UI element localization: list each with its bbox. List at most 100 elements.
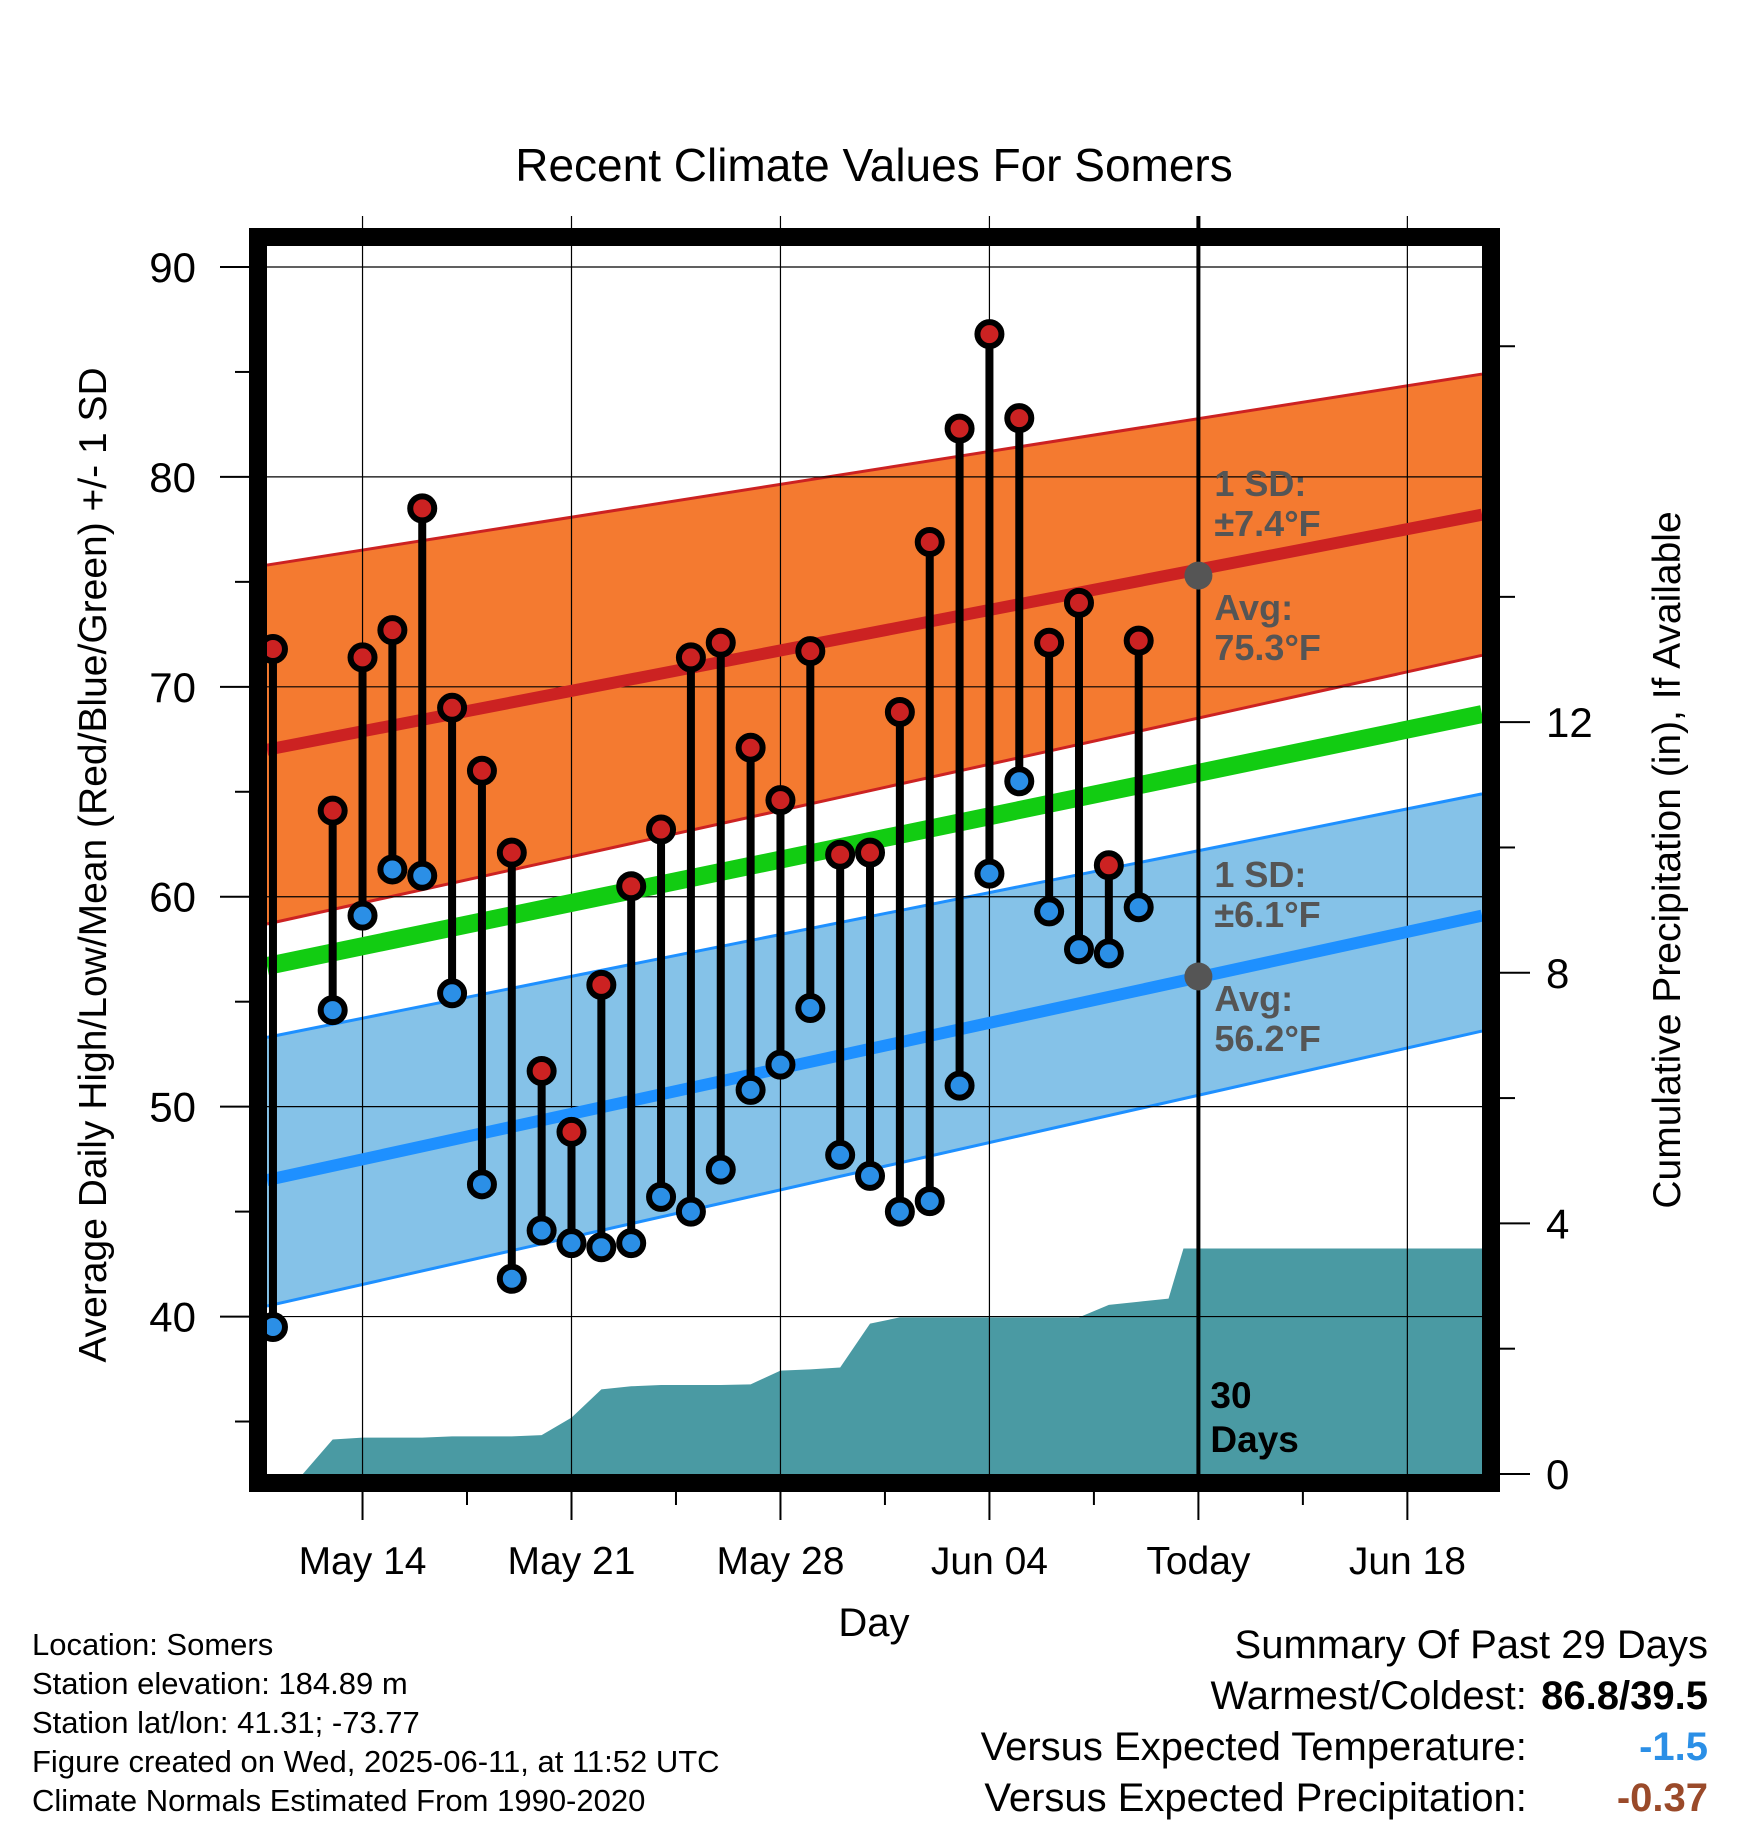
high-sd-annotation-line: 1 SD: [1214,463,1306,504]
frame-rect [249,228,1500,1492]
high-point [1063,587,1094,618]
warmest-coldest-row: Warmest/Coldest: 86.8/39.5 [981,1671,1709,1722]
low-point [1034,896,1065,927]
high-point [377,615,408,646]
warmest-coldest-label: Warmest/Coldest: [1210,1674,1527,1718]
high-point [1034,627,1065,658]
low-normal-line [265,909,1484,1186]
high-point [765,785,796,816]
high-point [496,837,527,868]
y-tick-label: 60 [149,874,196,921]
low-point [347,900,378,931]
low-point [735,1074,766,1105]
axes: 40 50 60 70 80 90 0 4 8 12 May 14 May 21 May 28 Jun 0… [149,244,1592,1583]
low-point [825,1139,856,1170]
low-sd-annotation-line: 1 SD: [1214,854,1306,895]
station-info: Location: Somers Station elevation: 184.… [32,1625,720,1820]
x-tick-label: Jun 04 [931,1540,1048,1583]
temp-departure-label: Versus Expected Temperature: [980,1725,1527,1769]
high-point [825,839,856,870]
high-point [526,1055,557,1086]
low-point [1123,892,1154,923]
y-tick-label: 40 [149,1294,196,1341]
high-point [1093,850,1124,881]
high-point [437,692,468,723]
low-sd-annotation-line: ±6.1°F [1214,894,1320,935]
y2-tick-label: 8 [1546,950,1569,997]
precipitation-area [267,1248,1482,1474]
high-point [317,795,348,826]
temp-departure-value: -1.5 [1639,1725,1708,1769]
x-axis-label: Day [838,1601,909,1645]
high-sd-band-upper-edge [266,372,1483,567]
precip-area [267,1248,1482,1474]
low-sd-band-upper-edge [266,792,1483,1039]
low-point [526,1215,557,1246]
y-tick-label: 80 [149,454,196,501]
low-point [466,1169,497,1200]
today-marker [1184,216,1213,1474]
days-label-line: 30 [1210,1375,1251,1416]
high-avg-annotation-line: Avg: [1214,587,1293,628]
y2-tick-label: 0 [1546,1451,1569,1498]
normals-text: Climate Normals Estimated From 1990-2020 [32,1783,646,1818]
high-point [466,755,497,786]
location-text: Location: Somers [32,1627,274,1662]
high-avg-annotation-line: 75.3°F [1214,627,1320,668]
y-tick-label: 50 [149,1084,196,1131]
y2-tick-label: 12 [1546,699,1593,746]
low-point [556,1228,587,1259]
low-point [705,1154,736,1185]
high-normal-line [265,508,1484,756]
low-point [765,1049,796,1080]
y2-axis-label: Cumulative Precipitation (in), If Availa… [1646,511,1689,1208]
low-point [407,860,438,891]
latlon-text: Station lat/lon: 41.31; -73.77 [32,1705,420,1740]
low-point [944,1070,975,1101]
high-point [735,732,766,763]
high-point [855,837,886,868]
low-point [317,995,348,1026]
low-point [1004,766,1035,797]
high-point [646,814,677,845]
precip-departure-label: Versus Expected Precipitation: [984,1776,1527,1820]
high-point [974,319,1005,350]
low-avg-annotation-line: 56.2°F [1214,1018,1320,1059]
y-axis-label: Average Daily High/Low/Mean (Red/Blue/Gr… [72,367,115,1362]
y-tick-label: 90 [149,244,196,291]
high-sd-band [267,374,1482,925]
high-point [586,969,617,1000]
low-avg-marker [1184,962,1213,991]
high-point [407,493,438,524]
x-tick-label: May 28 [717,1540,845,1583]
temp-departure-row: Versus Expected Temperature: -1.5 [981,1722,1708,1773]
low-avg-annotation-line: Avg: [1214,978,1293,1019]
low-point [914,1186,945,1217]
high-avg-marker [1184,561,1213,590]
x-tick-label: May 14 [299,1540,427,1583]
elevation-text: Station elevation: 184.89 m [32,1666,408,1701]
y-tick-label: 70 [149,664,196,711]
high-point [1004,403,1035,434]
low-point [377,854,408,885]
daily-ranges [257,319,1154,1343]
x-tick-label: Today [1146,1540,1251,1583]
high-point [914,526,945,557]
low-point [1063,934,1094,965]
high-point [884,697,915,728]
high-point [556,1116,587,1147]
low-point [974,858,1005,889]
low-point [884,1196,915,1227]
low-point [437,978,468,1009]
low-point [1093,938,1124,969]
summary-title: Summary Of Past 29 Days [1234,1623,1708,1667]
high-point [795,636,826,667]
warmest-coldest-value: 86.8/39.5 [1541,1674,1708,1718]
high-point [705,627,736,658]
x-tick-label: May 21 [508,1540,636,1583]
precip-departure-value: -0.37 [1616,1776,1708,1820]
low-point [586,1232,617,1263]
high-point [1123,625,1154,656]
days-label-line: Days [1210,1419,1298,1460]
high-point [675,642,706,673]
